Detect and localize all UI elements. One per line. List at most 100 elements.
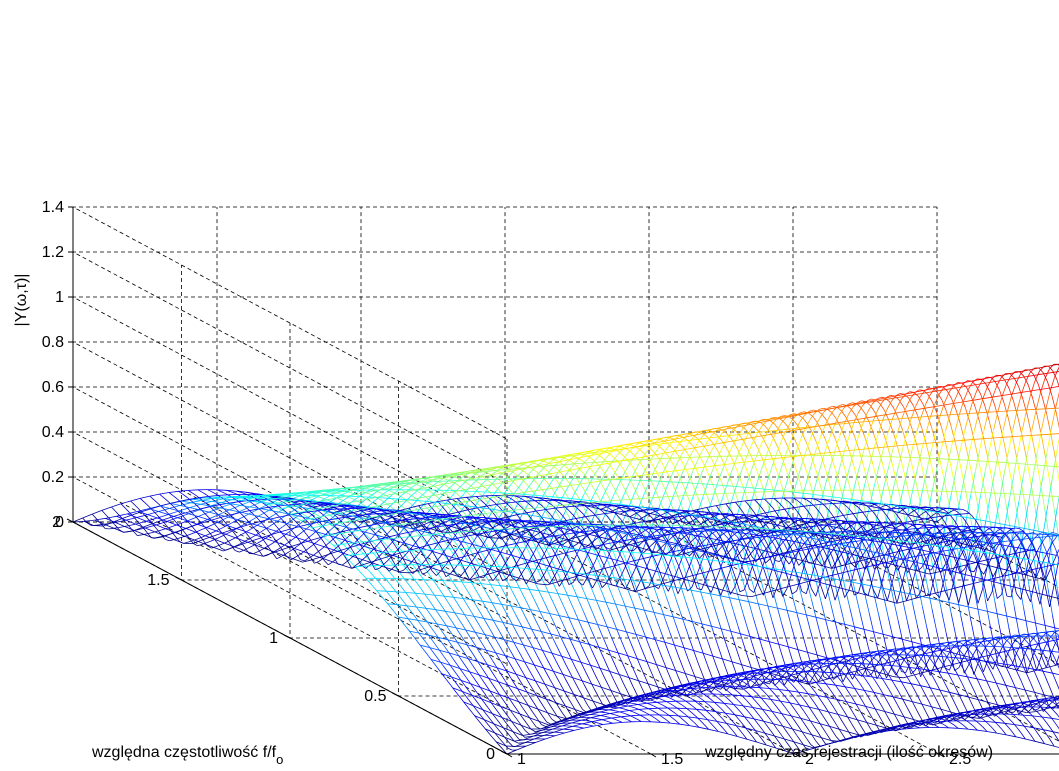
mesh-segment (477, 661, 483, 669)
mesh-segment (566, 479, 572, 486)
mesh-segment (728, 429, 734, 436)
mesh-segment (506, 597, 512, 607)
mesh-segment (371, 494, 377, 498)
mesh-segment (599, 585, 605, 597)
mesh-segment (576, 652, 582, 663)
mesh-segment (180, 513, 186, 520)
mesh-segment (539, 465, 545, 469)
mesh-segment (192, 492, 198, 497)
mesh-segment (368, 548, 374, 554)
mesh-segment (261, 502, 267, 506)
mesh-segment (393, 498, 398, 504)
mesh-segment (592, 580, 598, 589)
mesh-segment (496, 483, 502, 490)
mesh-segment (581, 557, 587, 567)
mesh-segment (142, 508, 147, 511)
mesh-segment (345, 495, 350, 500)
mesh-segment (497, 571, 503, 581)
mesh-segment (388, 502, 394, 508)
mesh-segment (589, 482, 595, 490)
mesh-segment (255, 498, 261, 501)
mesh-segment (566, 458, 572, 463)
mesh-segment (770, 699, 776, 706)
mesh-segment (255, 516, 261, 522)
mesh-segment (463, 532, 469, 536)
mesh-segment (490, 537, 496, 545)
mesh-segment (452, 532, 458, 540)
mesh-segment (441, 673, 447, 680)
mesh-segment (265, 535, 270, 539)
mesh-segment (618, 674, 624, 684)
mesh-segment (448, 652, 454, 660)
mesh-segment (258, 513, 263, 517)
mesh-segment (275, 547, 281, 551)
mesh-segment (496, 667, 502, 676)
mesh-segment (752, 688, 758, 694)
mesh-segment (800, 628, 806, 645)
mesh-segment (591, 632, 598, 643)
mesh-segment (363, 575, 369, 582)
mesh-segment (649, 703, 654, 707)
mesh-segment (528, 695, 534, 703)
mesh-segment (520, 681, 526, 689)
mesh-segment (829, 689, 835, 697)
mesh-segment (261, 510, 266, 515)
mesh-segment (161, 514, 167, 517)
mesh-segment (667, 707, 673, 712)
mesh-segment (577, 478, 583, 487)
mesh-segment (804, 700, 810, 708)
mesh-segment (440, 519, 446, 527)
mesh-segment (580, 662, 586, 672)
mesh-segment (438, 536, 444, 543)
mesh-segment (513, 482, 519, 488)
mesh-segment (707, 525, 713, 540)
mesh-segment (422, 572, 427, 575)
mesh-segment (457, 541, 463, 549)
mesh-segment (581, 470, 587, 477)
mesh-segment (555, 555, 561, 565)
mesh-segment (349, 491, 354, 494)
mesh-segment (434, 582, 441, 590)
mesh-segment (949, 721, 955, 726)
mesh-segment (479, 510, 485, 517)
mesh-segment (188, 511, 194, 515)
mesh-segment (660, 630, 666, 643)
mesh-segment (365, 564, 371, 569)
mesh-segment (775, 695, 781, 702)
mesh-segment (762, 459, 768, 472)
mesh-segment (659, 492, 666, 505)
mesh-segment (534, 618, 540, 628)
mesh-segment (613, 718, 619, 721)
mesh-segment (686, 691, 692, 697)
mesh-segment (276, 556, 282, 560)
mesh-segment (814, 702, 820, 710)
mesh-segment (459, 529, 465, 536)
mesh-segment (237, 533, 243, 538)
mesh-segment (456, 516, 462, 519)
mesh-segment (697, 662, 703, 675)
grid-line (504, 207, 940, 755)
mesh-segment (531, 577, 537, 587)
mesh-segment (650, 627, 656, 640)
mesh-segment (748, 721, 754, 728)
mesh-segment (796, 612, 802, 630)
mesh-segment (500, 674, 507, 682)
mesh-segment (407, 618, 413, 625)
mesh-segment (877, 699, 883, 708)
mesh-segment (527, 652, 533, 662)
mesh-segment (609, 465, 615, 472)
mesh-segment (585, 573, 591, 585)
mesh-segment (475, 680, 481, 688)
mesh-segment (800, 694, 806, 702)
mesh-segment (549, 679, 555, 688)
mesh-segment (646, 718, 652, 723)
mesh-segment (124, 520, 130, 527)
mesh-segment (487, 707, 493, 714)
mesh-segment (679, 635, 685, 648)
mesh-segment (736, 651, 742, 665)
mesh-segment (631, 623, 637, 635)
mesh-segment (378, 552, 384, 557)
mesh-segment (294, 554, 300, 558)
mesh-segment (658, 702, 664, 706)
mesh-segment (606, 535, 612, 546)
